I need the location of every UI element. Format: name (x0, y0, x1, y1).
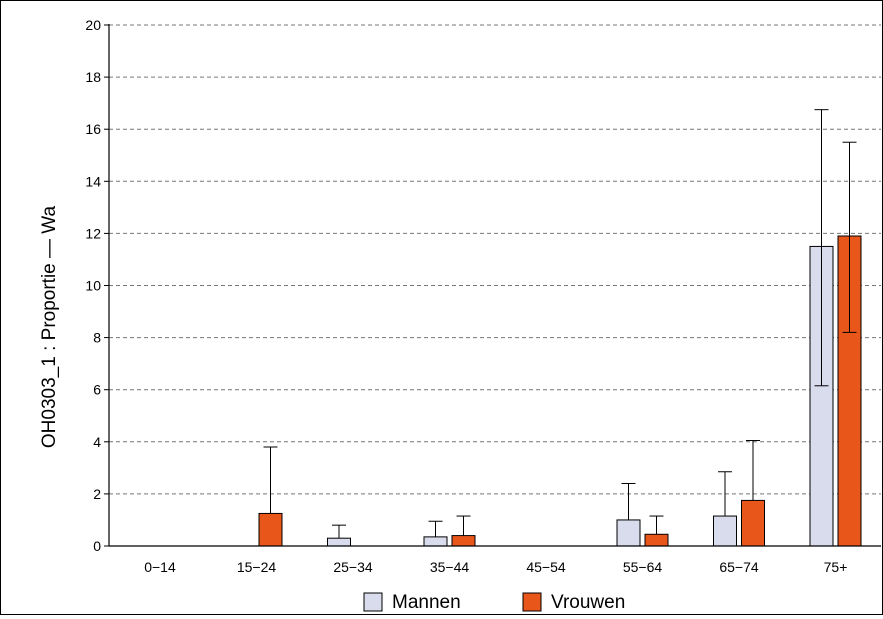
bar-vrouwen (451, 535, 476, 547)
gridlines (109, 24, 881, 495)
bar-vrouwen (741, 499, 765, 547)
bar-mannen (327, 537, 351, 547)
x-category-label: 55−64 (623, 559, 663, 575)
y-tick-label: 6 (93, 382, 101, 398)
x-category-label: 65−74 (719, 559, 759, 575)
y-tick-label: 2 (93, 486, 101, 502)
x-category-label: 0−14 (144, 559, 176, 575)
y-tick-label: 18 (85, 69, 101, 85)
bar-vrouwen (644, 533, 669, 547)
x-category-label: 15−24 (237, 559, 277, 575)
bar-mannen (616, 519, 641, 547)
y-tick-label: 0 (93, 538, 101, 554)
y-tick-label: 16 (85, 121, 101, 137)
y-tick-label: 12 (85, 225, 101, 241)
x-category-labels: 0−14 15−24 25−34 35−44 45−54 55−64 65−74 75+ (144, 559, 847, 575)
legend-swatch-vrouwen (522, 592, 542, 612)
bar-mannen (423, 536, 448, 547)
bar-mannen (713, 515, 737, 547)
y-tick-label: 4 (93, 434, 101, 450)
error-bars (263, 109, 857, 539)
legend-label-vrouwen: Vrouwen (551, 592, 625, 613)
legend: Mannen Vrouwen (363, 592, 625, 613)
y-tick-label: 8 (93, 330, 101, 346)
x-category-label: 35−44 (430, 559, 470, 575)
legend-label-mannen: Mannen (392, 592, 461, 613)
y-tick-label: 20 (85, 17, 101, 33)
x-category-label: 25−34 (333, 559, 373, 575)
y-tick-label: 10 (85, 278, 101, 294)
legend-swatch-mannen (363, 592, 383, 612)
y-tick-labels: 0 2 4 6 8 10 12 14 16 18 20 (85, 17, 109, 554)
bars (258, 235, 862, 547)
bar-vrouwen (258, 512, 283, 547)
x-category-label: 75+ (824, 559, 848, 575)
x-category-label: 45−54 (526, 559, 566, 575)
y-axis-label: OH0303_1 : Proportie — Wa (39, 205, 60, 448)
y-tick-label: 14 (85, 173, 101, 189)
